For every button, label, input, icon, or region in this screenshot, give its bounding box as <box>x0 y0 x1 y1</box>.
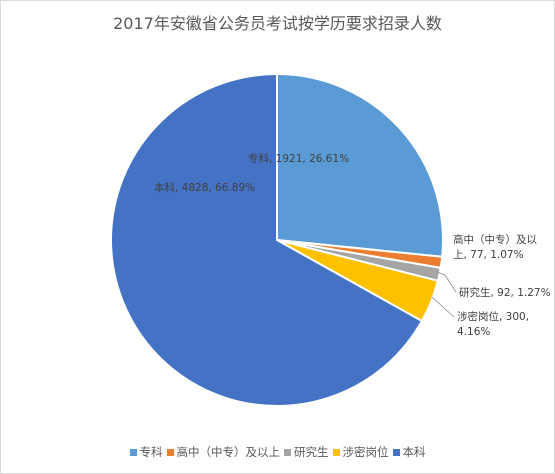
data-label-2-line-2: 上, 77, 1.07% <box>453 249 524 261</box>
data-label-2-line-1: 高中（中专）及以 <box>453 233 537 246</box>
legend-swatch-1 <box>129 449 137 456</box>
data-label-5-line-1: 本科, 4828, 66.89% <box>154 181 255 194</box>
leader-line-4 <box>431 296 455 318</box>
legend-label-3: 研究生 <box>294 445 329 459</box>
legend-swatch-5 <box>392 449 400 456</box>
chart-legend: 专科 高中（中专）及以上 研究生 涉密岗位 本科 <box>0 444 555 460</box>
data-label-3-line-1: 研究生, 92, 1.27% <box>459 286 551 299</box>
legend-label-1: 专科 <box>139 445 163 459</box>
pie-slice-1 <box>276 72 444 258</box>
data-label-4-line-1: 涉密岗位, 300, <box>457 310 529 323</box>
data-label-4-line-2: 4.16% <box>457 326 490 338</box>
legend-item-5: 本科 <box>392 444 426 460</box>
legend-item-2: 高中（中专）及以上 <box>166 444 281 460</box>
legend-swatch-2 <box>166 449 174 456</box>
legend-label-5: 本科 <box>402 445 426 459</box>
legend-swatch-3 <box>284 449 291 456</box>
data-label-1-line-1: 专科, 1921, 26.61% <box>248 152 349 165</box>
legend-item-1: 专科 <box>129 444 163 460</box>
pie-slice-5 <box>110 72 424 407</box>
legend-item-4: 涉密岗位 <box>332 444 389 460</box>
legend-label-2: 高中（中专）及以上 <box>176 445 281 459</box>
chart-title: 2017年安徽省公务员考试按学历要求招录人数 <box>113 14 442 33</box>
leader-line-3 <box>436 271 457 293</box>
legend-item-3: 研究生 <box>284 444 329 460</box>
legend-swatch-4 <box>332 449 340 456</box>
legend-label-4: 涉密岗位 <box>342 445 389 459</box>
